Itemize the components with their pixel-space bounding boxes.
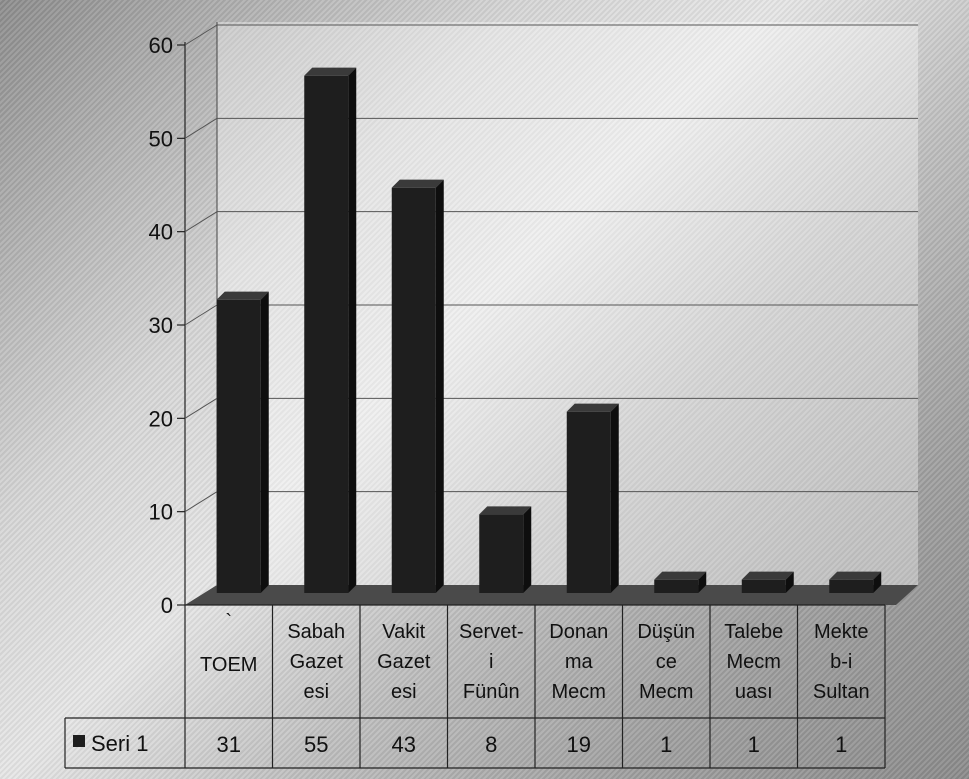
floor	[185, 585, 918, 605]
category-label: Düşün ce Mecm	[637, 621, 695, 703]
gridline-side	[184, 211, 218, 233]
value-label: 19	[567, 732, 591, 757]
category-label: Talebe Mecm uası	[724, 621, 783, 703]
bar-front	[304, 75, 349, 593]
value-label: 43	[392, 732, 416, 757]
value-label: 8	[485, 732, 497, 757]
bar	[479, 506, 532, 593]
bar-front	[566, 411, 611, 593]
legend-key	[73, 735, 85, 747]
gridline-side	[184, 117, 218, 139]
bar-side	[348, 67, 357, 593]
value-label: 31	[217, 732, 241, 757]
y-tick-label: 20	[149, 406, 173, 431]
bar-front	[741, 579, 786, 593]
category-label: Sabah Gazet esi	[287, 621, 345, 703]
value-label: 55	[304, 732, 328, 757]
y-tick-label: 10	[149, 500, 173, 525]
value-label: 1	[748, 732, 760, 757]
category-label: Vakit Gazet esi	[377, 621, 431, 703]
bar-top	[304, 67, 357, 76]
bar-top	[391, 179, 444, 188]
category-label: ` TOEM	[200, 611, 257, 676]
y-tick-label: 40	[149, 220, 173, 245]
bar-side	[873, 571, 882, 593]
bar	[654, 571, 707, 593]
y-tick-label: 30	[149, 313, 173, 338]
bar	[829, 571, 882, 593]
y-axis: 0 10 20 30 40 50 60	[149, 33, 185, 618]
gridline-side	[184, 24, 218, 46]
category-label: Mekte b-i Sultan	[813, 621, 870, 703]
y-tick-label: 60	[149, 33, 173, 58]
gridline-side	[184, 491, 218, 513]
bar	[566, 403, 619, 593]
bar-side	[698, 571, 707, 593]
bar-side	[435, 179, 444, 593]
value-label: 1	[660, 732, 672, 757]
gridline-side	[184, 397, 218, 419]
bar-front	[216, 299, 261, 593]
bar-top	[566, 403, 619, 412]
data-table: ` TOEM Sabah Gazet esi Vakit Gazet esi Servet-i F…	[64, 604, 886, 769]
bar	[216, 291, 269, 593]
y-tick-label: 50	[149, 126, 173, 151]
bars	[216, 67, 882, 593]
bar-top	[479, 506, 532, 515]
gridline-side	[184, 304, 218, 326]
category-label: Donan ma Mecm	[549, 621, 608, 703]
plot-area	[184, 22, 918, 605]
value-label: 1	[835, 732, 847, 757]
bar-side	[260, 291, 269, 593]
legend-label: Seri 1	[91, 731, 148, 756]
bar	[304, 67, 357, 593]
bar-top	[216, 291, 269, 300]
bar-front	[829, 579, 874, 593]
bar-front	[479, 514, 524, 593]
category-label: Servet-i Fünûn	[459, 621, 523, 703]
bar-top	[654, 571, 707, 580]
bar-top	[741, 571, 794, 580]
bar-side	[785, 571, 794, 593]
bar	[391, 179, 444, 593]
bar-side	[523, 506, 532, 593]
bar-front	[391, 187, 436, 593]
bar-side	[610, 403, 619, 593]
bar	[741, 571, 794, 593]
y-tick-label: 0	[161, 593, 173, 618]
bar-top	[829, 571, 882, 580]
bar-front	[654, 579, 699, 593]
